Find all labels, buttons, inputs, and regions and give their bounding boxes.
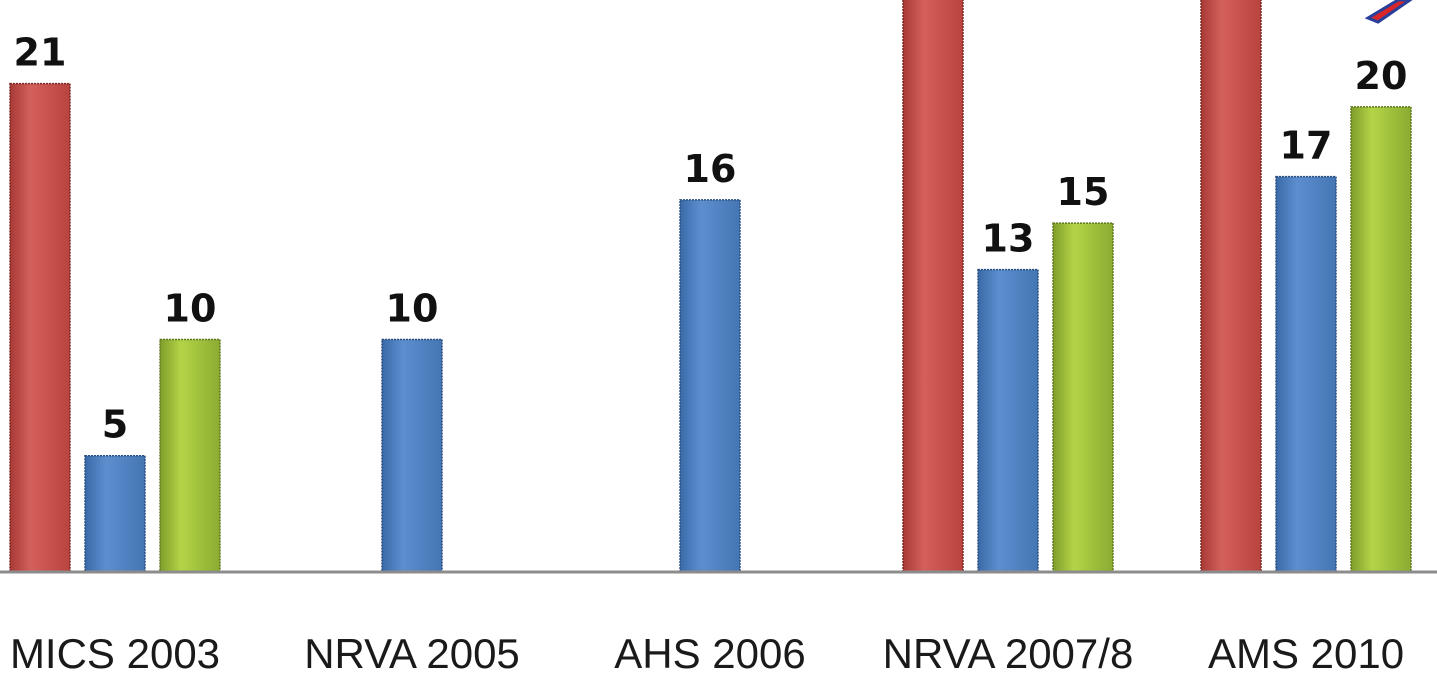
bar-series2-nrva-2007-8 [977, 268, 1039, 573]
bar-series3-mics-2003 [159, 338, 221, 573]
bar-series1-mics-2003 [9, 82, 71, 573]
category-label: AMS 2010 [1208, 630, 1404, 675]
data-label: 13 [982, 217, 1035, 261]
category-label: MICS 2003 [10, 630, 220, 675]
category-label: NRVA 2005 [304, 630, 520, 675]
bar-series3-ams-2010 [1350, 106, 1412, 573]
category-label: AHS 2006 [614, 630, 805, 675]
data-label: 21 [14, 31, 67, 75]
bar-series2-ahs-2006 [679, 199, 741, 573]
data-label: 15 [1057, 170, 1110, 214]
bar-series3-nrva-2007-8 [1052, 222, 1114, 573]
bar-series2-nrva-2005 [381, 338, 443, 573]
bar-series2-mics-2003 [84, 454, 146, 573]
data-label: 16 [684, 147, 737, 191]
data-label: 10 [164, 286, 217, 330]
data-label: 17 [1280, 124, 1333, 168]
data-label: 20 [1355, 54, 1408, 98]
corner-arrow-decoration [1364, 0, 1413, 24]
data-label: 5 [102, 403, 128, 447]
bar-series2-ams-2010 [1275, 175, 1337, 573]
bar-series1-ams-2010-clipped [1200, 0, 1262, 573]
bar-series1-nrva-2007-8-clipped [902, 0, 964, 573]
category-label: NRVA 2007/8 [883, 630, 1134, 675]
data-label: 10 [386, 286, 439, 330]
